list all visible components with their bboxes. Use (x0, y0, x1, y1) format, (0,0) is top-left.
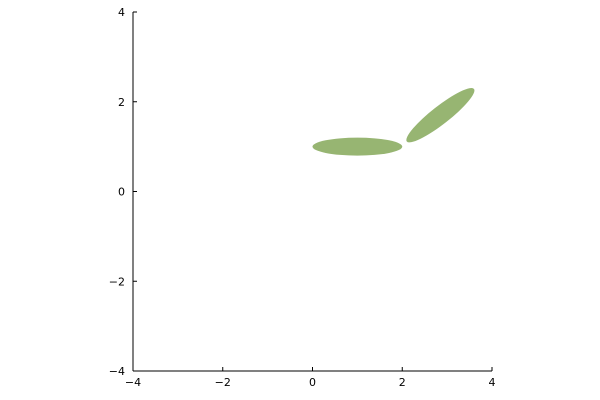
y-tick-label: 0 (118, 186, 125, 199)
x-tick-label: 0 (309, 376, 316, 389)
ellipse-shape-2 (406, 88, 475, 143)
y-tick-label: −2 (109, 275, 125, 288)
x-tick-label: 4 (489, 376, 496, 389)
x-tick-label: 2 (399, 376, 406, 389)
y-tick-label: −4 (109, 365, 125, 378)
plot-area (312, 88, 475, 156)
y-axis: −4 −2 0 2 4 (109, 6, 137, 378)
x-tick-label: −2 (215, 376, 231, 389)
x-axis: −4 −2 0 2 4 (125, 367, 496, 389)
y-tick-label: 4 (118, 6, 125, 19)
x-tick-label: −4 (125, 376, 141, 389)
y-tick-label: 2 (118, 96, 125, 109)
ellipse-shape-1 (312, 137, 403, 156)
